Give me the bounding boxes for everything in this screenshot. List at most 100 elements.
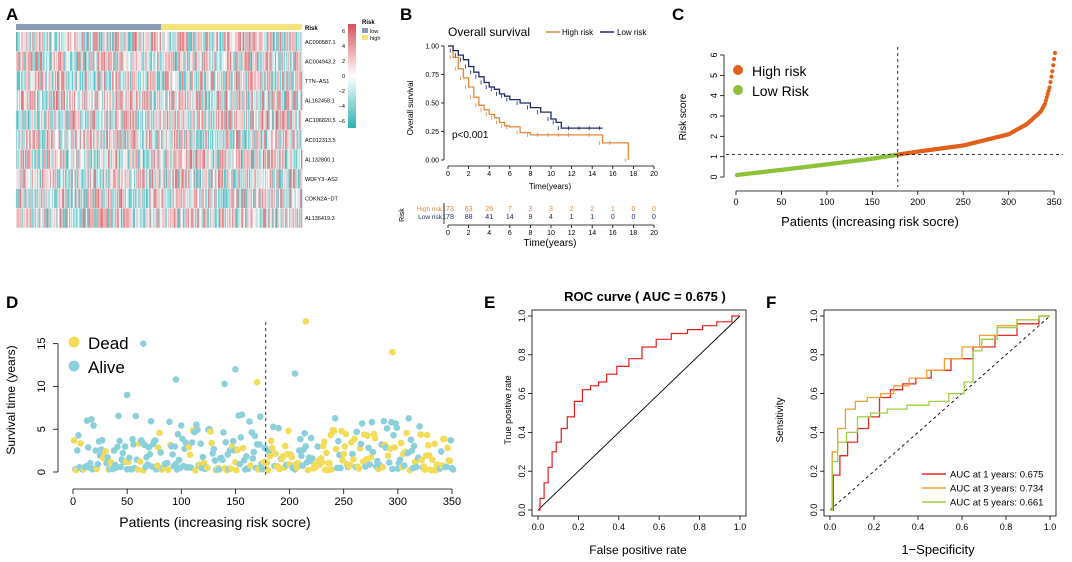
heatmap-cell (209, 188, 212, 209)
risk-table-cell: 3 (549, 206, 553, 213)
heatmap-cell (165, 169, 167, 189)
heatmap-cell (189, 208, 191, 228)
heatmap-cell (262, 110, 264, 130)
heatmap-cell (250, 188, 252, 209)
heatmap-cell (155, 110, 157, 130)
heatmap-cell (125, 71, 127, 91)
heatmap-cell (95, 149, 97, 170)
heatmap-cell (124, 169, 126, 189)
heatmap-cell (161, 208, 163, 228)
heatmap-cell (273, 51, 275, 72)
heatmap-cell (116, 110, 118, 130)
heatmap-cell (58, 169, 60, 189)
heatmap-cell (60, 90, 62, 111)
heatmap-cell (24, 90, 26, 111)
heatmap-cell (34, 90, 36, 111)
survival-point (178, 422, 185, 429)
heatmap-cell (84, 149, 86, 170)
heatmap-cell (86, 71, 88, 91)
heatmap-cell (88, 130, 90, 150)
heatmap-cell (96, 149, 98, 170)
heatmap-cell (30, 51, 32, 72)
survival-point (126, 454, 133, 462)
heatmap-cell (170, 149, 172, 170)
heatmap-cell (82, 169, 84, 189)
heatmap-cell (253, 208, 256, 228)
heatmap-cell (55, 110, 57, 130)
heatmap-cell (258, 169, 260, 189)
heatmap-cell (112, 130, 115, 150)
heatmap-cell (42, 51, 44, 72)
heatmap-cell (289, 208, 291, 228)
heatmap-cell (77, 71, 79, 91)
panel-f-letter: F (766, 293, 776, 312)
heatmap-cell (239, 149, 241, 170)
heatmap-cell (256, 110, 258, 130)
heatmap-cell (23, 32, 25, 52)
heatmap-cell (256, 71, 258, 91)
heatmap-cell (140, 169, 142, 189)
heatmap-cell (19, 32, 21, 52)
heatmap-cell (82, 130, 84, 150)
heatmap-cell (97, 169, 99, 189)
heatmap-cell (192, 90, 194, 111)
heatmap-cell (131, 90, 133, 111)
heatmap-cell (210, 90, 212, 111)
heatmap-cell (221, 110, 223, 130)
heatmap-cell (167, 110, 169, 130)
heatmap-cell (244, 32, 247, 52)
heatmap-cell (185, 188, 187, 209)
heatmap-cell (273, 208, 275, 228)
heatmap-cell (67, 32, 69, 52)
heatmap-cell (283, 71, 285, 91)
heatmap-cell (130, 130, 132, 150)
heatmap-cell (287, 169, 289, 189)
heatmap-cell (227, 208, 229, 228)
heatmap-cell (58, 90, 60, 111)
heatmap-cell (86, 110, 88, 130)
heatmap-cell (241, 110, 243, 130)
heatmap-cell (148, 149, 150, 170)
heatmap-cell (200, 149, 203, 170)
heatmap-cell (187, 110, 190, 130)
heatmap-cell (149, 208, 151, 228)
heatmap-cell (124, 32, 126, 52)
heatmap-cell (49, 71, 51, 91)
heatmap-cell (152, 110, 154, 130)
heatmap-cell (158, 71, 160, 91)
heatmap-cell (24, 149, 27, 170)
heatmap-cell (186, 149, 188, 170)
survival-point (84, 444, 92, 451)
heatmap-cell (189, 169, 191, 189)
heatmap-cell (271, 188, 273, 209)
heatmap-cell (143, 32, 146, 52)
heatmap-cell (116, 71, 118, 91)
panel-a-risk-label: Risk (305, 26, 318, 32)
heatmap-cell (140, 208, 142, 228)
heatmap-cell (284, 51, 286, 72)
heatmap-cell (159, 169, 161, 189)
heatmap-cell (240, 90, 242, 111)
heatmap-cell (297, 149, 299, 170)
e-ytick-label: 0.2 (517, 465, 527, 478)
survival-point (204, 464, 211, 472)
heatmap-cell (231, 71, 234, 91)
heatmap-cell (257, 208, 259, 228)
panel-f-xlabel: 1−Specificity (901, 542, 975, 557)
heatmap-cell (34, 110, 36, 130)
heatmap-cell (284, 149, 286, 170)
heatmap-cell (62, 110, 64, 130)
heatmap-cell (37, 130, 39, 150)
survival-point (267, 437, 275, 445)
d-xtick-label: 200 (280, 496, 298, 508)
risk-table-row-label: Low risk (418, 214, 443, 221)
heatmap-cell (250, 71, 252, 91)
heatmap-cell (163, 169, 165, 189)
heatmap-cell (300, 149, 302, 170)
heatmap-cell (53, 208, 55, 228)
heatmap-cell (58, 71, 60, 91)
heatmap-cell (182, 149, 184, 170)
heatmap-cell (175, 90, 177, 111)
heatmap-cell (143, 130, 146, 150)
